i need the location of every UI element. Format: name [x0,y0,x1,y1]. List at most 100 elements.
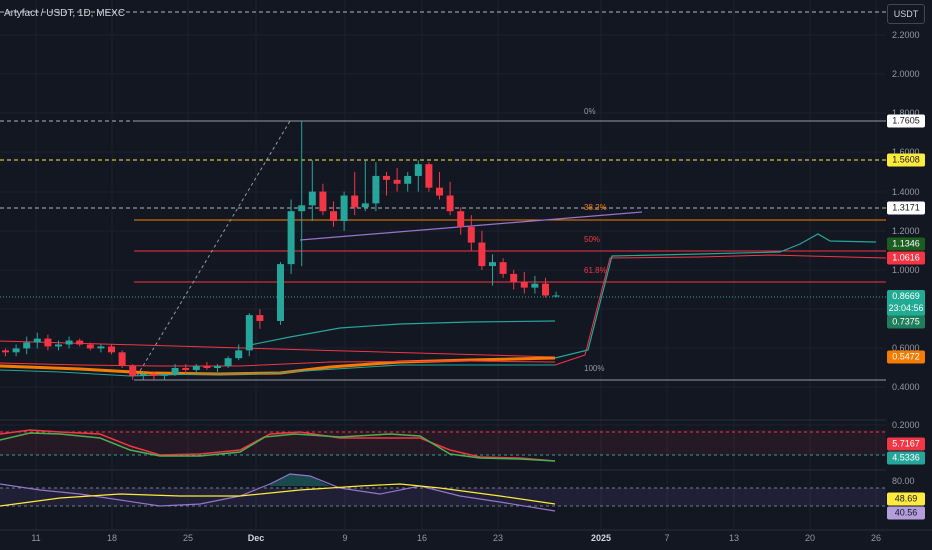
price-tag-fib-0: 1.7605 [887,114,925,128]
candle-body [203,366,211,368]
candle-body [319,191,327,212]
green-ma [249,320,556,346]
time-tick: 18 [106,533,118,543]
price-tick: 1.4000 [892,187,920,197]
price-tick: 0.6000 [892,343,920,353]
price-tick: 2.2000 [892,30,920,40]
price-tag-red: 1.0616 [887,251,925,265]
candle-body [510,273,518,282]
candle-body [277,264,284,321]
time-tick: 16 [416,533,428,543]
candle-body [129,366,137,376]
signal-line [0,432,556,462]
chart-grid [0,0,932,531]
rsi-tag: 40.56 [887,506,925,520]
trend-line [136,120,291,377]
candle-body [520,281,528,288]
price-tick: 2.0000 [892,69,920,79]
time-tick: 11 [31,533,41,543]
macd-line [0,429,556,462]
candle-body [404,175,412,184]
time-tick: Dec [247,533,265,543]
price-tick: 1.0000 [892,265,920,275]
indicator-overlays [0,11,887,381]
candle-body [12,348,20,353]
price-tick: 1.2000 [892,226,920,236]
candle-body [298,205,306,212]
candle-body [531,283,539,288]
fib-label: 100% [584,364,605,373]
fib-label: 50% [584,235,601,244]
price-tag-green: 1.1346 [887,237,925,251]
time-tick: 7 [664,533,670,543]
lower-band-green [0,364,555,377]
candle-body [182,368,190,370]
candle-body [499,262,507,274]
rsi-ma-line [0,483,556,507]
fib-label: 0% [584,107,596,116]
last-price: 0.8669 [892,291,920,301]
rsi-line [0,473,556,512]
projection-red [554,254,887,366]
candle-body [436,187,443,196]
orange-ma [0,356,556,376]
candle-body [340,195,348,221]
candle-body [361,203,369,208]
candle-body [2,350,9,353]
candle-body [65,340,73,345]
ma-tag-orange: 0.5472 [887,350,925,364]
candle-body [372,175,380,204]
candle-body [33,338,41,343]
candle-body [23,342,31,349]
last-price-tag: 0.8669 23:04:56 [887,290,925,316]
time-tick: 20 [804,533,816,543]
symbol-title[interactable]: Artyfact / USDT, 1D, MEXC [4,8,126,19]
candle-body [256,315,264,321]
time-tick: 13 [728,533,740,543]
time-tick: 26 [870,533,882,543]
candle-body [414,164,422,176]
projection-green [554,233,877,359]
price-tick: 0.2000 [892,420,920,430]
candle-body [235,350,243,359]
lower-indicators [0,429,886,512]
candle-body [457,211,465,227]
price-tick: 1.6000 [892,147,920,157]
fib-label: 61.8% [584,266,607,275]
candle-body [76,340,84,345]
candle-body [214,366,221,368]
candle-body [108,346,115,353]
candle-body [489,262,496,267]
price-tag-level: 1.5608 [887,153,925,167]
time-tick: 25 [182,533,194,543]
red-trend-line [0,340,556,358]
fib-label: 38.2% [584,203,607,212]
candle-body [139,373,147,376]
rsi-axis-tick: 80.00 [892,476,915,486]
time-tick: 23 [492,533,504,543]
candle-body [55,344,62,347]
candle-body [192,366,200,370]
ma-tag: 0.7375 [887,315,925,329]
candle-body [118,352,126,367]
candle-body [308,191,316,206]
candle-body [383,175,390,180]
countdown: 23:04:56 [888,303,924,313]
candle-body [552,295,560,297]
macd-tag: 4.5336 [887,451,925,465]
candle-body [393,179,401,184]
macd-tag: 5.7167 [887,437,925,451]
candle-body [224,358,232,367]
candle-body [287,211,295,265]
candle-body [467,226,475,243]
candle-body [446,195,454,212]
candle-body [161,373,168,376]
candle-body [542,283,549,296]
candle-body [330,211,337,221]
currency-button[interactable]: USDT [887,4,925,24]
candle-body [86,344,94,349]
price-tick: 0.4000 [892,382,920,392]
price-tag-level: 1.3171 [887,201,925,215]
candle-body [97,346,105,349]
